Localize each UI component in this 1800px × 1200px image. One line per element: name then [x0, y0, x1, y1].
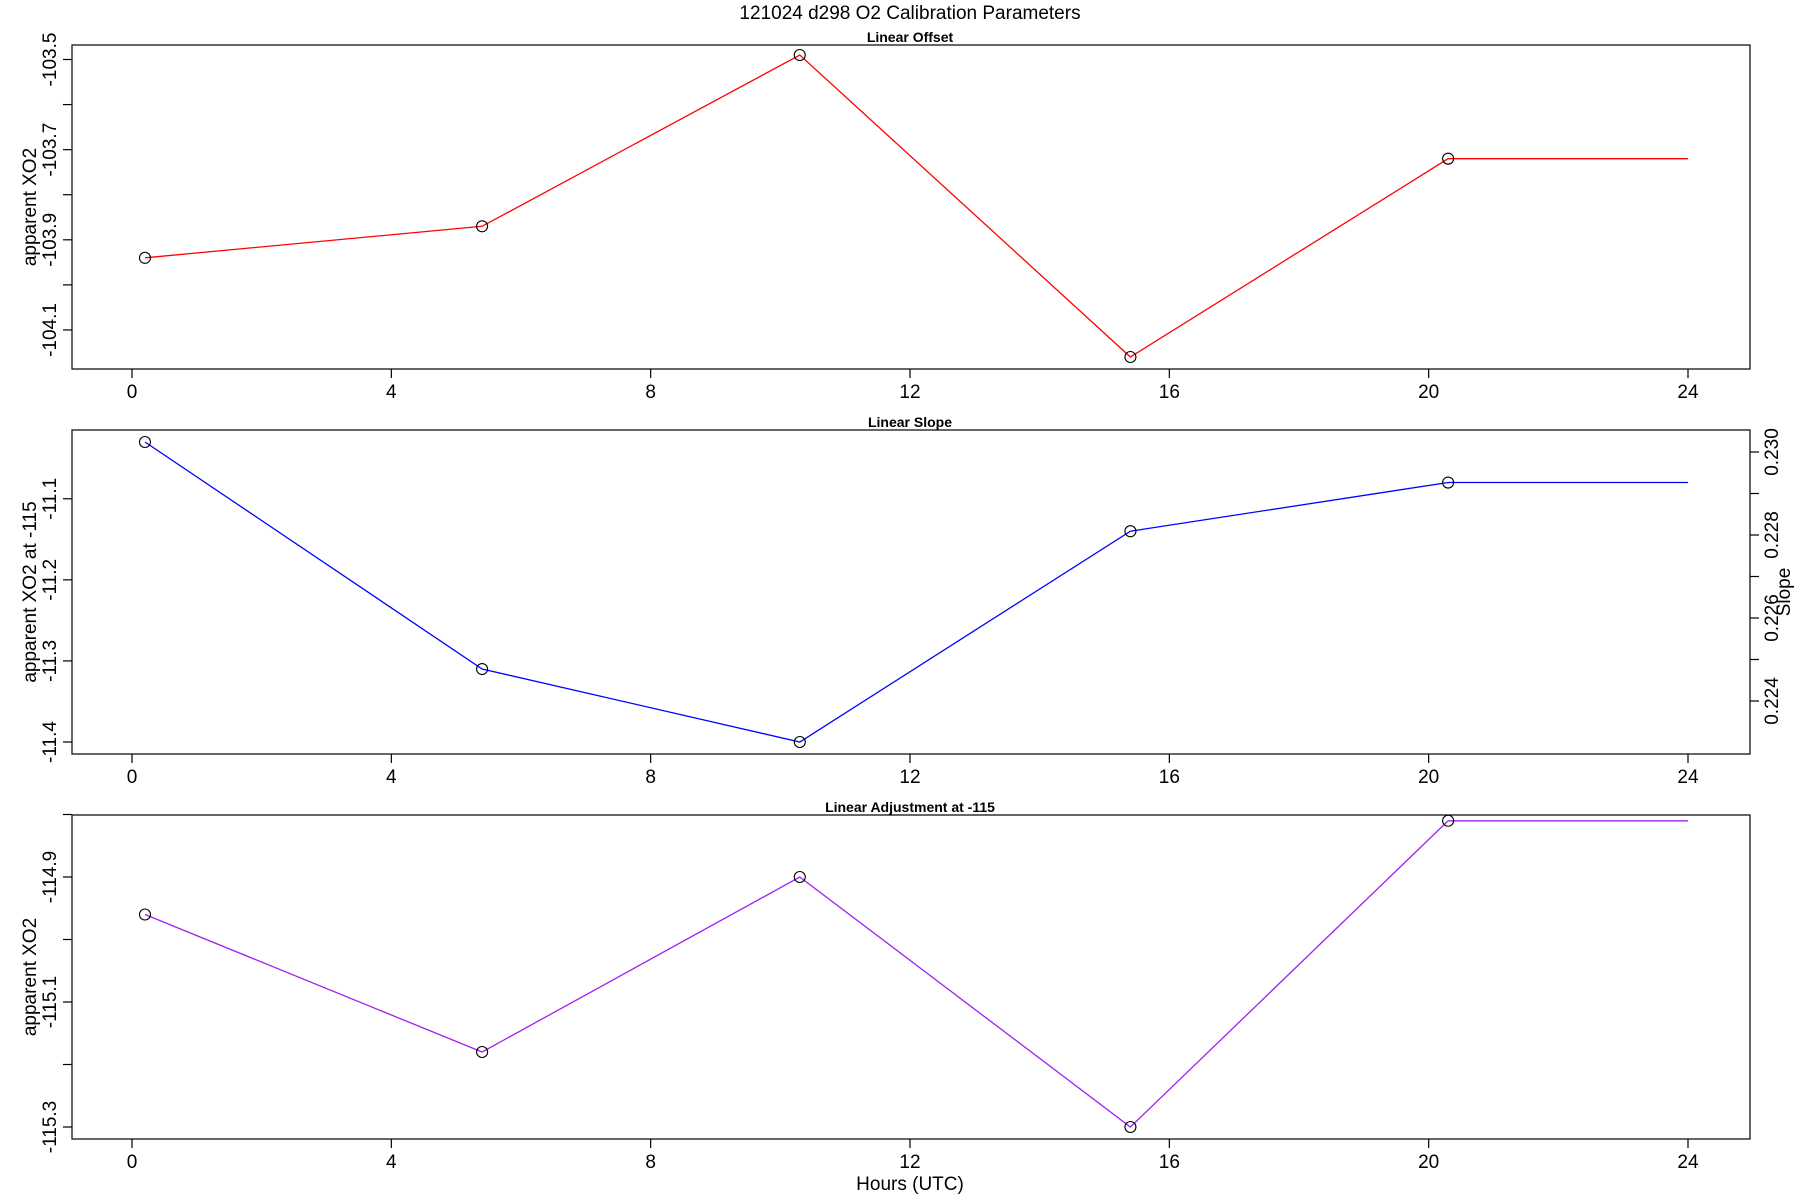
data-point [476, 662, 489, 676]
y-tick-label: -114.9 [40, 851, 61, 903]
x-tick-label: 0 [127, 1152, 138, 1173]
x-tick-label: 12 [899, 382, 920, 403]
series-line [144, 441, 1688, 743]
x-tick-label: 8 [645, 767, 656, 788]
y-tick-label: -11.2 [40, 559, 61, 601]
x-tick-label: 0 [127, 382, 138, 403]
figure-title: 121024 d298 O2 Calibration Parameters [739, 3, 1080, 24]
data-point [1124, 350, 1137, 364]
plot-frame [71, 429, 1751, 755]
x-tick-label: 20 [1418, 767, 1439, 788]
y-tick-label: -115.1 [40, 976, 61, 1028]
data-point [138, 908, 152, 921]
data-point [138, 251, 152, 264]
data-point [793, 870, 806, 884]
panel-title: Linear Slope [868, 414, 952, 430]
y-tick-label: -104.1 [40, 303, 61, 357]
y-tick-label: -103.7 [40, 123, 61, 177]
x-tick-label: 16 [1159, 1152, 1180, 1173]
series-line [144, 820, 1688, 1128]
x-tick-label: 0 [127, 767, 138, 788]
y2-tick-label: 0.224 [1762, 677, 1783, 725]
data-point [476, 220, 489, 233]
x-tick-label: 12 [899, 1152, 920, 1173]
x-tick-label: 24 [1677, 767, 1699, 788]
data-point [1124, 525, 1137, 538]
y-tick-label: -103.9 [40, 213, 61, 267]
y-tick-label: -103.5 [40, 33, 61, 87]
x-tick-label: 16 [1159, 382, 1180, 403]
panel-1: Linear Offset 0 4 8 12 16 20 24 -103.5 -103.7 -103… [20, 29, 1751, 403]
x-tick-label: 16 [1159, 767, 1180, 788]
data-point [793, 48, 806, 62]
x-tick-label: 8 [645, 382, 656, 403]
x-tick-label: 24 [1677, 382, 1699, 403]
data-point [476, 1045, 489, 1059]
y-tick-label: -11.1 [40, 478, 61, 520]
x-tick-label: 20 [1418, 382, 1439, 403]
x-tick-label: 4 [386, 767, 397, 788]
data-point [1124, 1120, 1137, 1134]
plot-frame [71, 814, 1751, 1140]
x-axis-title: Hours (UTC) [856, 1174, 964, 1195]
x-tick-label: 12 [899, 767, 920, 788]
x-tick-label: 4 [386, 382, 397, 403]
x-tick-label: 20 [1418, 1152, 1439, 1173]
plot-frame [71, 44, 1751, 370]
x-tick-label: 24 [1677, 1152, 1699, 1173]
data-point [1442, 152, 1455, 165]
y2-tick-label: 0.230 [1762, 428, 1783, 476]
x-tick-label: 4 [386, 1152, 397, 1173]
panel-3: Linear Adjustment at -115 0 4 8 12 16 20 24 -114… [20, 799, 1751, 1173]
y2-tick-label: 0.228 [1762, 511, 1783, 559]
data-point [1442, 814, 1455, 827]
y2-axis-title: Slope [1774, 568, 1795, 617]
data-point [138, 435, 152, 449]
y-axis-title: apparent XO2 at -115 [20, 501, 41, 682]
panel-title: Linear Adjustment at -115 [825, 799, 995, 815]
panel-title: Linear Offset [867, 29, 954, 45]
y-axis-title: apparent XO2 [20, 918, 41, 1036]
data-point [793, 735, 806, 749]
data-point [1442, 476, 1455, 489]
y-tick-label: -11.3 [40, 640, 61, 682]
series-line [144, 54, 1688, 358]
y-tick-label: -11.4 [40, 721, 61, 763]
y-tick-label: -115.3 [40, 1101, 61, 1153]
y2-tick-label: 0.226 [1762, 594, 1783, 642]
y-axis-title: apparent XO2 [20, 148, 41, 266]
panel-2: Linear Slope 0 4 8 12 16 20 24 -11.1 -11.2 -11.3 -1… [20, 414, 1795, 788]
x-tick-label: 8 [645, 1152, 656, 1173]
